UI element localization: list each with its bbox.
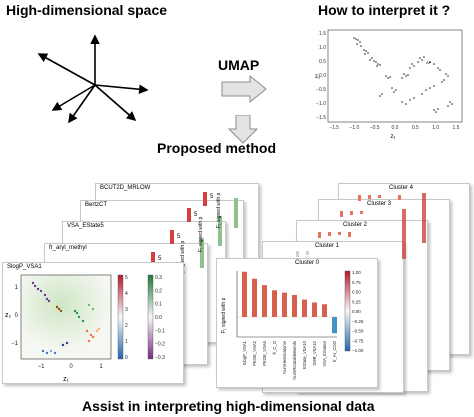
umap-y-tick: −1.0 xyxy=(316,101,326,107)
svg-text:5: 5 xyxy=(177,234,181,240)
umap-arrow xyxy=(221,74,267,104)
colorbar-tick: −0.25 xyxy=(352,319,364,324)
umap-x-tick: −1.0 xyxy=(349,125,359,131)
svg-text:5: 5 xyxy=(210,194,214,200)
cluster-bar xyxy=(332,317,337,334)
side-ylabel: F₁ signed with p xyxy=(198,216,204,252)
cluster-bar-chart: SlogP_VSA1 PEOE_VSA2 PEOE_VSA5 fr_C_O NumHet… xyxy=(236,270,364,380)
front-xlabel: z₁ xyxy=(63,376,70,383)
colorbar-tick: 5 xyxy=(125,275,128,281)
title-how-to-interpret: How to interpret it ? xyxy=(318,2,451,18)
cluster-card-title: Cluster 1 xyxy=(315,243,340,249)
umap-xlabel: z₁ xyxy=(390,134,395,140)
cluster-bar xyxy=(252,278,257,317)
svg-text:5: 5 xyxy=(158,256,162,262)
colorbar-tick: 0.00 xyxy=(352,309,361,314)
colorbar-tick: 0.1 xyxy=(155,302,162,308)
colorbar-tick: 0.3 xyxy=(155,275,162,281)
umap-x-tick: −1.5 xyxy=(329,125,339,131)
colorbar-tick: −0.50 xyxy=(352,329,364,334)
colorbar-tick: 2 xyxy=(125,323,128,329)
side-ylabel: F₁ signed with p xyxy=(216,192,222,228)
cluster-bar xyxy=(322,304,327,317)
colorbar-tick: 1.00 xyxy=(352,270,361,275)
colorbar-tick: −0.75 xyxy=(352,338,364,343)
colorbar-tick: 0.75 xyxy=(352,280,361,285)
umap-x-tick: 0.5 xyxy=(412,125,419,131)
umap-x-tick: 1.5 xyxy=(453,125,460,131)
front-x-tick: 1 xyxy=(99,364,103,370)
down-arrow xyxy=(228,115,258,144)
back-card-colorbars: 5 5 5 5 xyxy=(151,192,238,268)
svg-text:AP: AP xyxy=(426,60,432,65)
colorbar-tick: −0.1 xyxy=(155,328,165,334)
feature-card-title: BCUT2D_MRLOW xyxy=(100,185,151,191)
umap-scatter-plot: −1.5 −1.0 −0.5 0.0 0.5 1.0 1.5 1.5 1.0 0.5 0.0 −0.… xyxy=(315,29,463,140)
cluster-bar xyxy=(272,290,277,317)
umap-x-tick: 0.0 xyxy=(392,125,399,131)
cluster-card-title: Cluster 2 xyxy=(343,222,368,228)
umap-y-tick: −1.5 xyxy=(316,115,326,121)
umap-x-tick: −0.5 xyxy=(370,125,380,131)
colorbar-tick: 0 xyxy=(125,355,128,361)
cluster-bar-label: PEOE_VSA2 xyxy=(252,340,257,365)
front-y-tick: 0 xyxy=(15,313,19,319)
front-x-tick: 0 xyxy=(69,364,73,370)
colorbar-tick: 0.0 xyxy=(155,315,162,321)
colorbar-tick: 4 xyxy=(125,291,128,297)
colorbar-tick: 3 xyxy=(125,307,128,313)
cluster-bar-label: VSA_EState4 xyxy=(322,340,327,366)
front-y-tick: 1 xyxy=(15,285,19,291)
cluster-card-0: Cluster 0 F₁ signed with p SlogP_VSA1 PEO… xyxy=(216,258,378,388)
colorbar-tick: −1.00 xyxy=(352,348,364,353)
colorbar-tick: 1 xyxy=(125,339,128,345)
svg-text:5: 5 xyxy=(194,212,198,218)
feature-card-title: fr_aryl_methyl xyxy=(49,245,87,251)
title-proposed-method: Proposed method xyxy=(157,140,277,156)
umap-y-tick: 0.5 xyxy=(319,59,326,65)
umap-y-tick: −0.5 xyxy=(316,87,326,93)
colorbar-tick: −0.2 xyxy=(155,342,165,348)
front-y-tick: −1 xyxy=(11,341,19,347)
colorbar-tick: 0.25 xyxy=(352,299,361,304)
umap-ylabel: z₂ xyxy=(315,74,321,80)
feature-card-title: BertzCT xyxy=(85,202,108,208)
front-ylabel: z₂ xyxy=(5,312,12,319)
cluster-bar xyxy=(262,285,267,317)
umap-y-tick: 1.0 xyxy=(319,45,326,51)
cluster-bar-label: SlogP_VSA1 xyxy=(242,340,247,365)
feature-card-title: VSA_EState5 xyxy=(67,223,104,229)
cluster-bar xyxy=(292,294,297,317)
umap-y-tick: 0.0 xyxy=(319,73,326,79)
high-dimensional-axes xyxy=(37,34,149,124)
colorbar-tick: 0.2 xyxy=(155,288,162,294)
front-x-tick: −1 xyxy=(38,364,46,370)
title-assist-interpreting: Assist in interpreting high-dimensional … xyxy=(82,398,375,414)
cluster-bar-label: NumHeteroatoms xyxy=(282,341,287,374)
umap-x-tick: 1.0 xyxy=(432,125,439,131)
cluster-bar-label: fr_Ar_COO xyxy=(332,340,337,362)
feature-card-slogp-vsa1: SlogP_VSA1 xyxy=(2,262,184,384)
cluster-bar-label: SMR_VSA10 xyxy=(312,340,317,365)
cluster-bar-label: NumRotatableBonds xyxy=(292,341,297,380)
cluster-bar-label: fr_C_O xyxy=(272,340,277,354)
cluster-bar xyxy=(302,299,307,317)
title-high-dimensional-space: High-dimensional space xyxy=(6,2,168,18)
cluster-bar-label: PEOE_VSA5 xyxy=(262,340,267,365)
cluster-bar xyxy=(242,271,247,317)
umap-y-tick: 1.5 xyxy=(319,31,326,37)
cluster-bar xyxy=(312,302,317,317)
feature-card-title: SlogP_VSA1 xyxy=(7,264,42,270)
cluster-bar-label: EState_VSA10 xyxy=(302,340,307,369)
cluster-card-title: Cluster 3 xyxy=(367,201,392,207)
colorbar-tick: −0.3 xyxy=(155,355,165,361)
cluster-card-title: Cluster 0 xyxy=(295,260,320,266)
umap-label: UMAP xyxy=(218,57,260,73)
colorbar-tick: 0.50 xyxy=(352,290,361,295)
cluster-card-title: Cluster 4 xyxy=(389,185,414,191)
cluster-bar xyxy=(282,292,287,317)
back-cluster-bars xyxy=(296,193,426,259)
feature-map-plot: 5 4 3 2 1 0 0.3 0.2 0.1 0.0 −0.1 −0.2 −0.3 −1 0 1 1 0 −… xyxy=(5,274,165,383)
